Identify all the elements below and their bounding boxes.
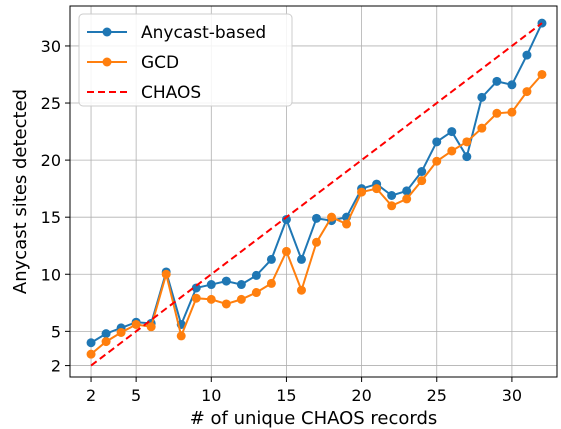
x-tick-label: 5 bbox=[131, 386, 141, 405]
data-point bbox=[312, 213, 322, 223]
data-point bbox=[281, 214, 291, 224]
y-tick-label: 10 bbox=[41, 265, 61, 284]
data-point bbox=[161, 269, 171, 279]
legend-label: CHAOS bbox=[141, 83, 201, 103]
data-point bbox=[432, 137, 442, 147]
data-point bbox=[432, 156, 442, 166]
data-point bbox=[251, 270, 261, 280]
data-point bbox=[146, 322, 156, 332]
y-tick-label: 5 bbox=[51, 322, 61, 341]
y-tick-label: 2 bbox=[51, 357, 61, 376]
data-point bbox=[116, 327, 126, 337]
data-point bbox=[101, 329, 111, 339]
data-point bbox=[477, 123, 487, 133]
data-point bbox=[387, 190, 397, 200]
data-point bbox=[507, 107, 517, 117]
data-point bbox=[86, 338, 96, 348]
data-point bbox=[507, 80, 517, 90]
legend-marker bbox=[102, 27, 112, 37]
data-point bbox=[462, 152, 472, 162]
data-point bbox=[251, 288, 261, 298]
data-point bbox=[522, 87, 532, 97]
legend-label: GCD bbox=[141, 53, 179, 73]
data-point bbox=[402, 194, 412, 204]
data-point bbox=[462, 137, 472, 147]
x-tick-label: 2 bbox=[86, 386, 96, 405]
data-point bbox=[372, 184, 382, 194]
data-point bbox=[281, 246, 291, 256]
data-point bbox=[206, 294, 216, 304]
x-tick-label: 20 bbox=[351, 386, 371, 405]
legend-item: GCD bbox=[87, 53, 179, 73]
data-point bbox=[327, 212, 337, 222]
data-point bbox=[191, 293, 201, 303]
y-tick-label: 20 bbox=[41, 151, 61, 170]
x-tick-label: 10 bbox=[201, 386, 221, 405]
series-layer bbox=[86, 18, 547, 367]
data-point bbox=[492, 76, 502, 86]
data-point bbox=[191, 283, 201, 293]
data-point bbox=[357, 187, 367, 197]
y-tick-label: 15 bbox=[41, 208, 61, 227]
legend-item: CHAOS bbox=[87, 83, 201, 103]
data-point bbox=[236, 280, 246, 290]
data-point bbox=[492, 108, 502, 118]
data-point bbox=[266, 278, 276, 288]
x-tick-label: 15 bbox=[276, 386, 296, 405]
data-point bbox=[477, 92, 487, 102]
x-tick-label: 25 bbox=[427, 386, 447, 405]
data-point bbox=[221, 276, 231, 286]
data-point bbox=[447, 146, 457, 156]
data-point bbox=[86, 349, 96, 359]
data-point bbox=[296, 254, 306, 264]
data-point bbox=[296, 285, 306, 295]
series-line bbox=[90, 22, 543, 367]
x-axis-label: # of unique CHAOS records bbox=[190, 408, 438, 429]
legend: Anycast-based GCD CHAOS bbox=[78, 13, 293, 107]
y-tick-label: 25 bbox=[41, 94, 61, 113]
data-point bbox=[206, 280, 216, 290]
series-chaos bbox=[90, 22, 543, 367]
data-point bbox=[312, 237, 322, 247]
data-point bbox=[417, 176, 427, 186]
data-point bbox=[131, 319, 141, 329]
data-point bbox=[236, 294, 246, 304]
plot-frame bbox=[69, 5, 558, 378]
data-point bbox=[402, 186, 412, 196]
data-point bbox=[221, 299, 231, 309]
data-point bbox=[387, 201, 397, 211]
legend-item: Anycast-based bbox=[87, 23, 266, 43]
data-point bbox=[537, 69, 547, 79]
x-tick-label: 30 bbox=[502, 386, 522, 405]
legend-box bbox=[78, 13, 293, 107]
data-point bbox=[101, 337, 111, 347]
data-point bbox=[176, 331, 186, 341]
data-point bbox=[417, 167, 427, 177]
data-point bbox=[447, 127, 457, 137]
data-point bbox=[266, 254, 276, 264]
data-point bbox=[342, 219, 352, 229]
data-point bbox=[522, 50, 532, 60]
y-tick-label: 30 bbox=[41, 37, 61, 56]
series-gcd bbox=[86, 69, 547, 359]
legend-label: Anycast-based bbox=[141, 23, 266, 43]
legend-marker bbox=[102, 57, 112, 67]
y-axis-label: Anycast sites detected bbox=[10, 89, 31, 294]
